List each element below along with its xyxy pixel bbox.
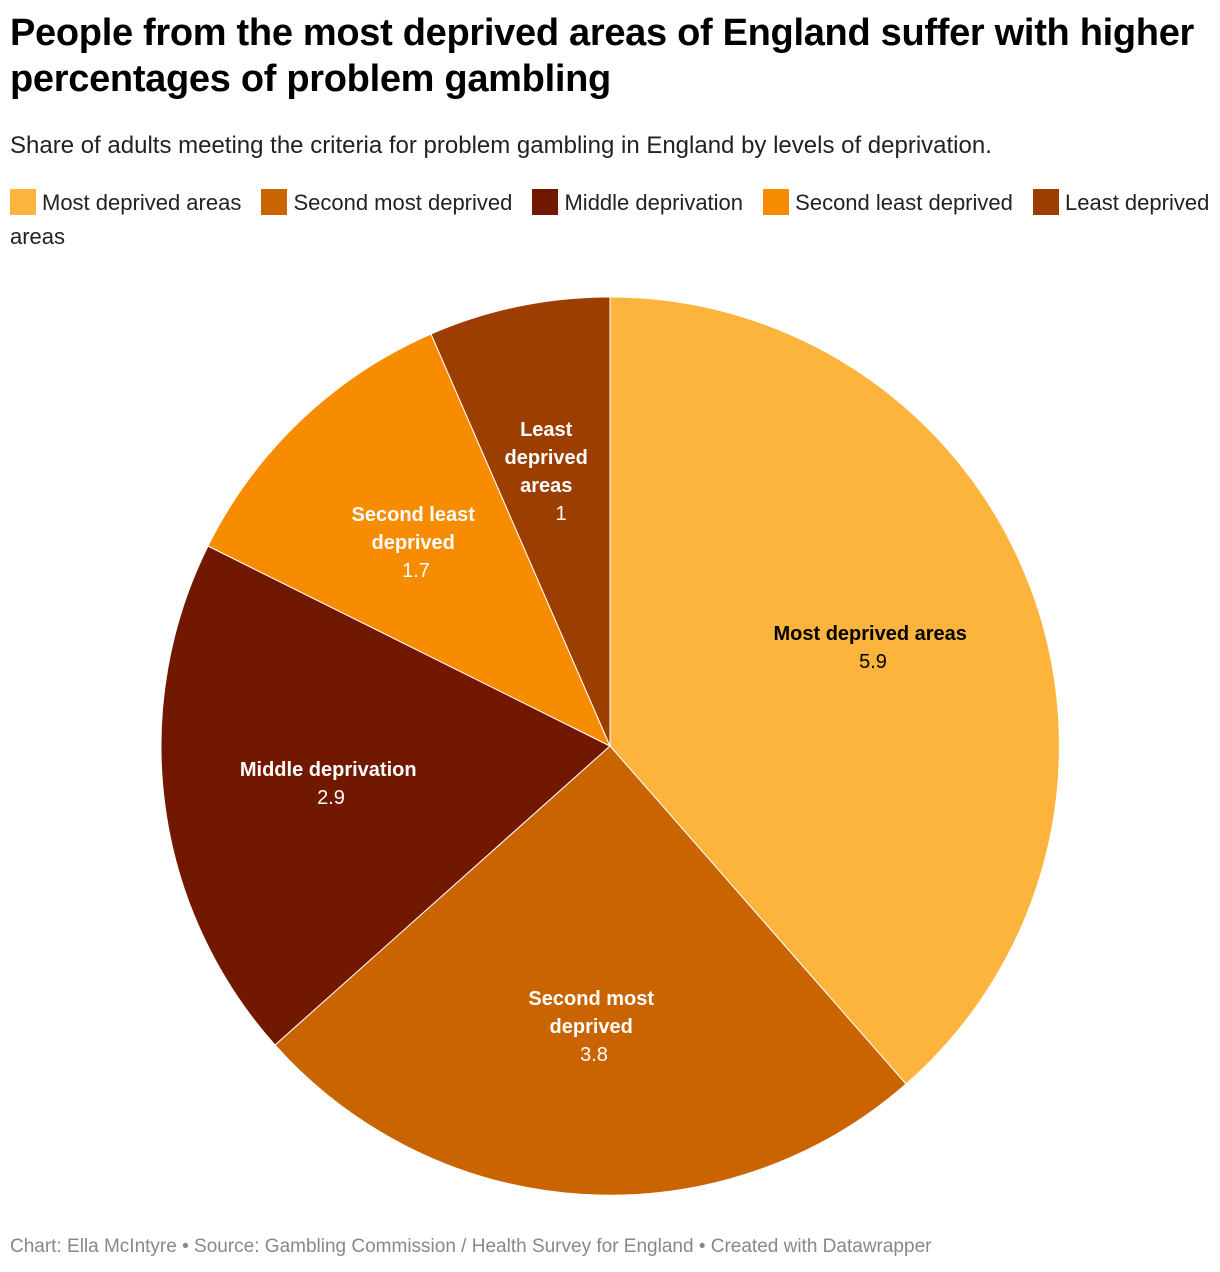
legend-label: Second least deprived: [795, 190, 1013, 215]
legend-label: Least deprived areas: [10, 190, 1210, 249]
slice-second-most-deprived: [274, 745, 907, 1196]
slice-middle-deprivation: [160, 545, 611, 1046]
slice-most-deprived: [609, 296, 1060, 1085]
legend-swatch: [532, 189, 559, 215]
legend-item-middle-deprivation: Middle deprivation: [532, 189, 744, 215]
slice-least-deprived: [430, 296, 611, 747]
chart-subtitle: Share of adults meeting the criteria for…: [10, 132, 992, 159]
legend-item-second-most-deprived: Second most deprived: [261, 189, 513, 215]
slice-label-middle-deprivation: Middle deprivation 2.9: [240, 759, 422, 809]
legend-item-second-least-deprived: Second least deprived: [763, 189, 1013, 215]
chart-footer: Chart: Ella McIntyre • Source: Gambling …: [10, 1236, 932, 1257]
legend-label: Most deprived areas: [42, 190, 242, 215]
legend-swatch: [1032, 189, 1059, 215]
legend-label: Middle deprivation: [564, 190, 744, 215]
legend-label: Second most deprived: [293, 190, 513, 215]
slice-label-second-least-deprived: Second least deprived 1.7: [352, 504, 481, 582]
legend-item-least-deprived: Least deprived areas: [10, 189, 1210, 249]
slice-label-least-deprived: Least deprived areas 1: [505, 419, 594, 525]
legend: Most deprived areas Second most deprived…: [10, 186, 1215, 254]
legend-item-most-deprived: Most deprived areas: [10, 189, 242, 215]
legend-swatch: [10, 189, 36, 215]
legend-swatch: [261, 189, 288, 215]
slice-label-second-most-deprived: Second most deprived 3.8: [528, 988, 659, 1066]
legend-swatch: [763, 189, 790, 215]
slice-label-most-deprived: Most deprived areas 5.9: [774, 623, 973, 673]
chart-title: People from the most deprived areas of E…: [10, 12, 1195, 100]
slice-second-least-deprived: [207, 333, 612, 748]
